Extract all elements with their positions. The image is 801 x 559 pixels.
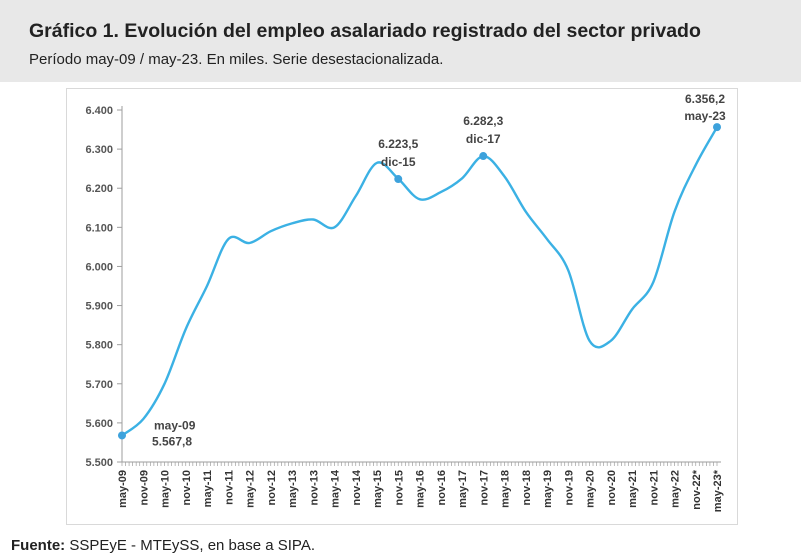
annotation-date-label: may-23 bbox=[684, 109, 726, 123]
annotation-date-label: dic-15 bbox=[381, 155, 416, 169]
x-tick-label: may-18 bbox=[500, 470, 512, 508]
y-tick-label: 6.200 bbox=[85, 183, 113, 195]
annotation-value-label: 6.282,3 bbox=[463, 114, 503, 128]
plot-area-frame bbox=[66, 88, 738, 525]
chart-title: Gráfico 1. Evolución del empleo asalaria… bbox=[29, 20, 701, 42]
x-tick-label: may-14 bbox=[330, 469, 342, 508]
x-tick-label: nov-13 bbox=[308, 470, 320, 505]
x-tick-label: may-13 bbox=[287, 470, 299, 508]
x-tick-label: nov-12 bbox=[266, 470, 278, 505]
x-tick-label: nov-19 bbox=[563, 470, 575, 505]
chart-subtitle: Período may-09 / may-23. En miles. Serie… bbox=[29, 51, 444, 68]
x-tick-label: nov-09 bbox=[138, 470, 150, 505]
chart-header: Gráfico 1. Evolución del empleo asalaria… bbox=[0, 0, 801, 82]
y-axis: 5.500 5.600 5.700 5.800 5.900 6.000 6.100 6.200… bbox=[85, 105, 123, 469]
y-tick-label: 5.700 bbox=[85, 379, 113, 391]
y-tick-label: 5.900 bbox=[85, 301, 113, 313]
x-tick-label: may-12 bbox=[245, 470, 257, 508]
x-tick-label: nov-22* bbox=[691, 469, 703, 509]
y-tick-label: 5.800 bbox=[85, 340, 113, 352]
annotations-layer: 5.567,8 may-09 6.223,5 dic-15 6.282,3 dic-17 6… bbox=[118, 92, 726, 448]
x-tick-label: nov-10 bbox=[181, 470, 193, 505]
annotation-value-label: 5.567,8 bbox=[152, 434, 192, 448]
x-tick-label: nov-16 bbox=[436, 470, 448, 505]
x-tick-label: nov-17 bbox=[478, 470, 490, 505]
annotation-marker bbox=[479, 152, 488, 161]
series-layer bbox=[121, 126, 719, 437]
x-tick-label: may-17 bbox=[457, 470, 469, 508]
employment-series-line bbox=[121, 126, 719, 437]
x-tick-label: may-09 bbox=[117, 470, 129, 508]
x-tick-label: may-20 bbox=[585, 470, 597, 508]
source-text: SSPEyE - MTEySS, en base a SIPA. bbox=[65, 537, 315, 554]
x-tick-label: may-15 bbox=[372, 470, 384, 508]
x-tick-label: nov-20 bbox=[606, 470, 618, 505]
x-tick-label: may-11 bbox=[202, 470, 214, 507]
annotation-marker bbox=[713, 123, 721, 132]
y-tick-label: 5.600 bbox=[85, 418, 113, 430]
source-label: Fuente: bbox=[11, 537, 66, 554]
y-tick-label: 6.400 bbox=[85, 105, 113, 117]
annotation-marker bbox=[394, 175, 403, 184]
x-tick-label: nov-18 bbox=[521, 470, 533, 505]
source-note: Fuente: SSPEyE - MTEySS, en base a SIPA. bbox=[11, 537, 315, 554]
x-tick-label: may-21 bbox=[627, 470, 639, 508]
y-tick-label: 6.100 bbox=[85, 222, 113, 234]
annotation-value-label: 6.223,5 bbox=[378, 137, 418, 151]
x-tick-label: nov-11 bbox=[223, 470, 235, 505]
annotation-date-label: may-09 bbox=[154, 418, 196, 432]
x-tick-label: may-16 bbox=[415, 470, 427, 508]
x-tick-label: may-10 bbox=[160, 470, 172, 508]
x-tick-label: may-19 bbox=[542, 470, 554, 508]
y-tick-label: 5.500 bbox=[85, 457, 113, 469]
x-tick-label: nov-21 bbox=[648, 470, 660, 505]
annotation-value-label: 6.356,2 bbox=[685, 92, 725, 106]
x-tick-label: may-23* bbox=[712, 469, 724, 512]
x-axis: may-09 nov-09 may-10 nov-10 may-11 nov-11 may-… bbox=[117, 461, 724, 512]
annotation-date-label: dic-17 bbox=[466, 132, 501, 146]
y-tick-label: 6.300 bbox=[85, 144, 113, 156]
annotation-marker bbox=[118, 431, 126, 440]
x-tick-label: nov-15 bbox=[393, 470, 405, 505]
y-tick-label: 6.000 bbox=[85, 261, 113, 273]
x-tick-label: may-22 bbox=[670, 470, 682, 508]
x-tick-label: nov-14 bbox=[351, 469, 363, 505]
